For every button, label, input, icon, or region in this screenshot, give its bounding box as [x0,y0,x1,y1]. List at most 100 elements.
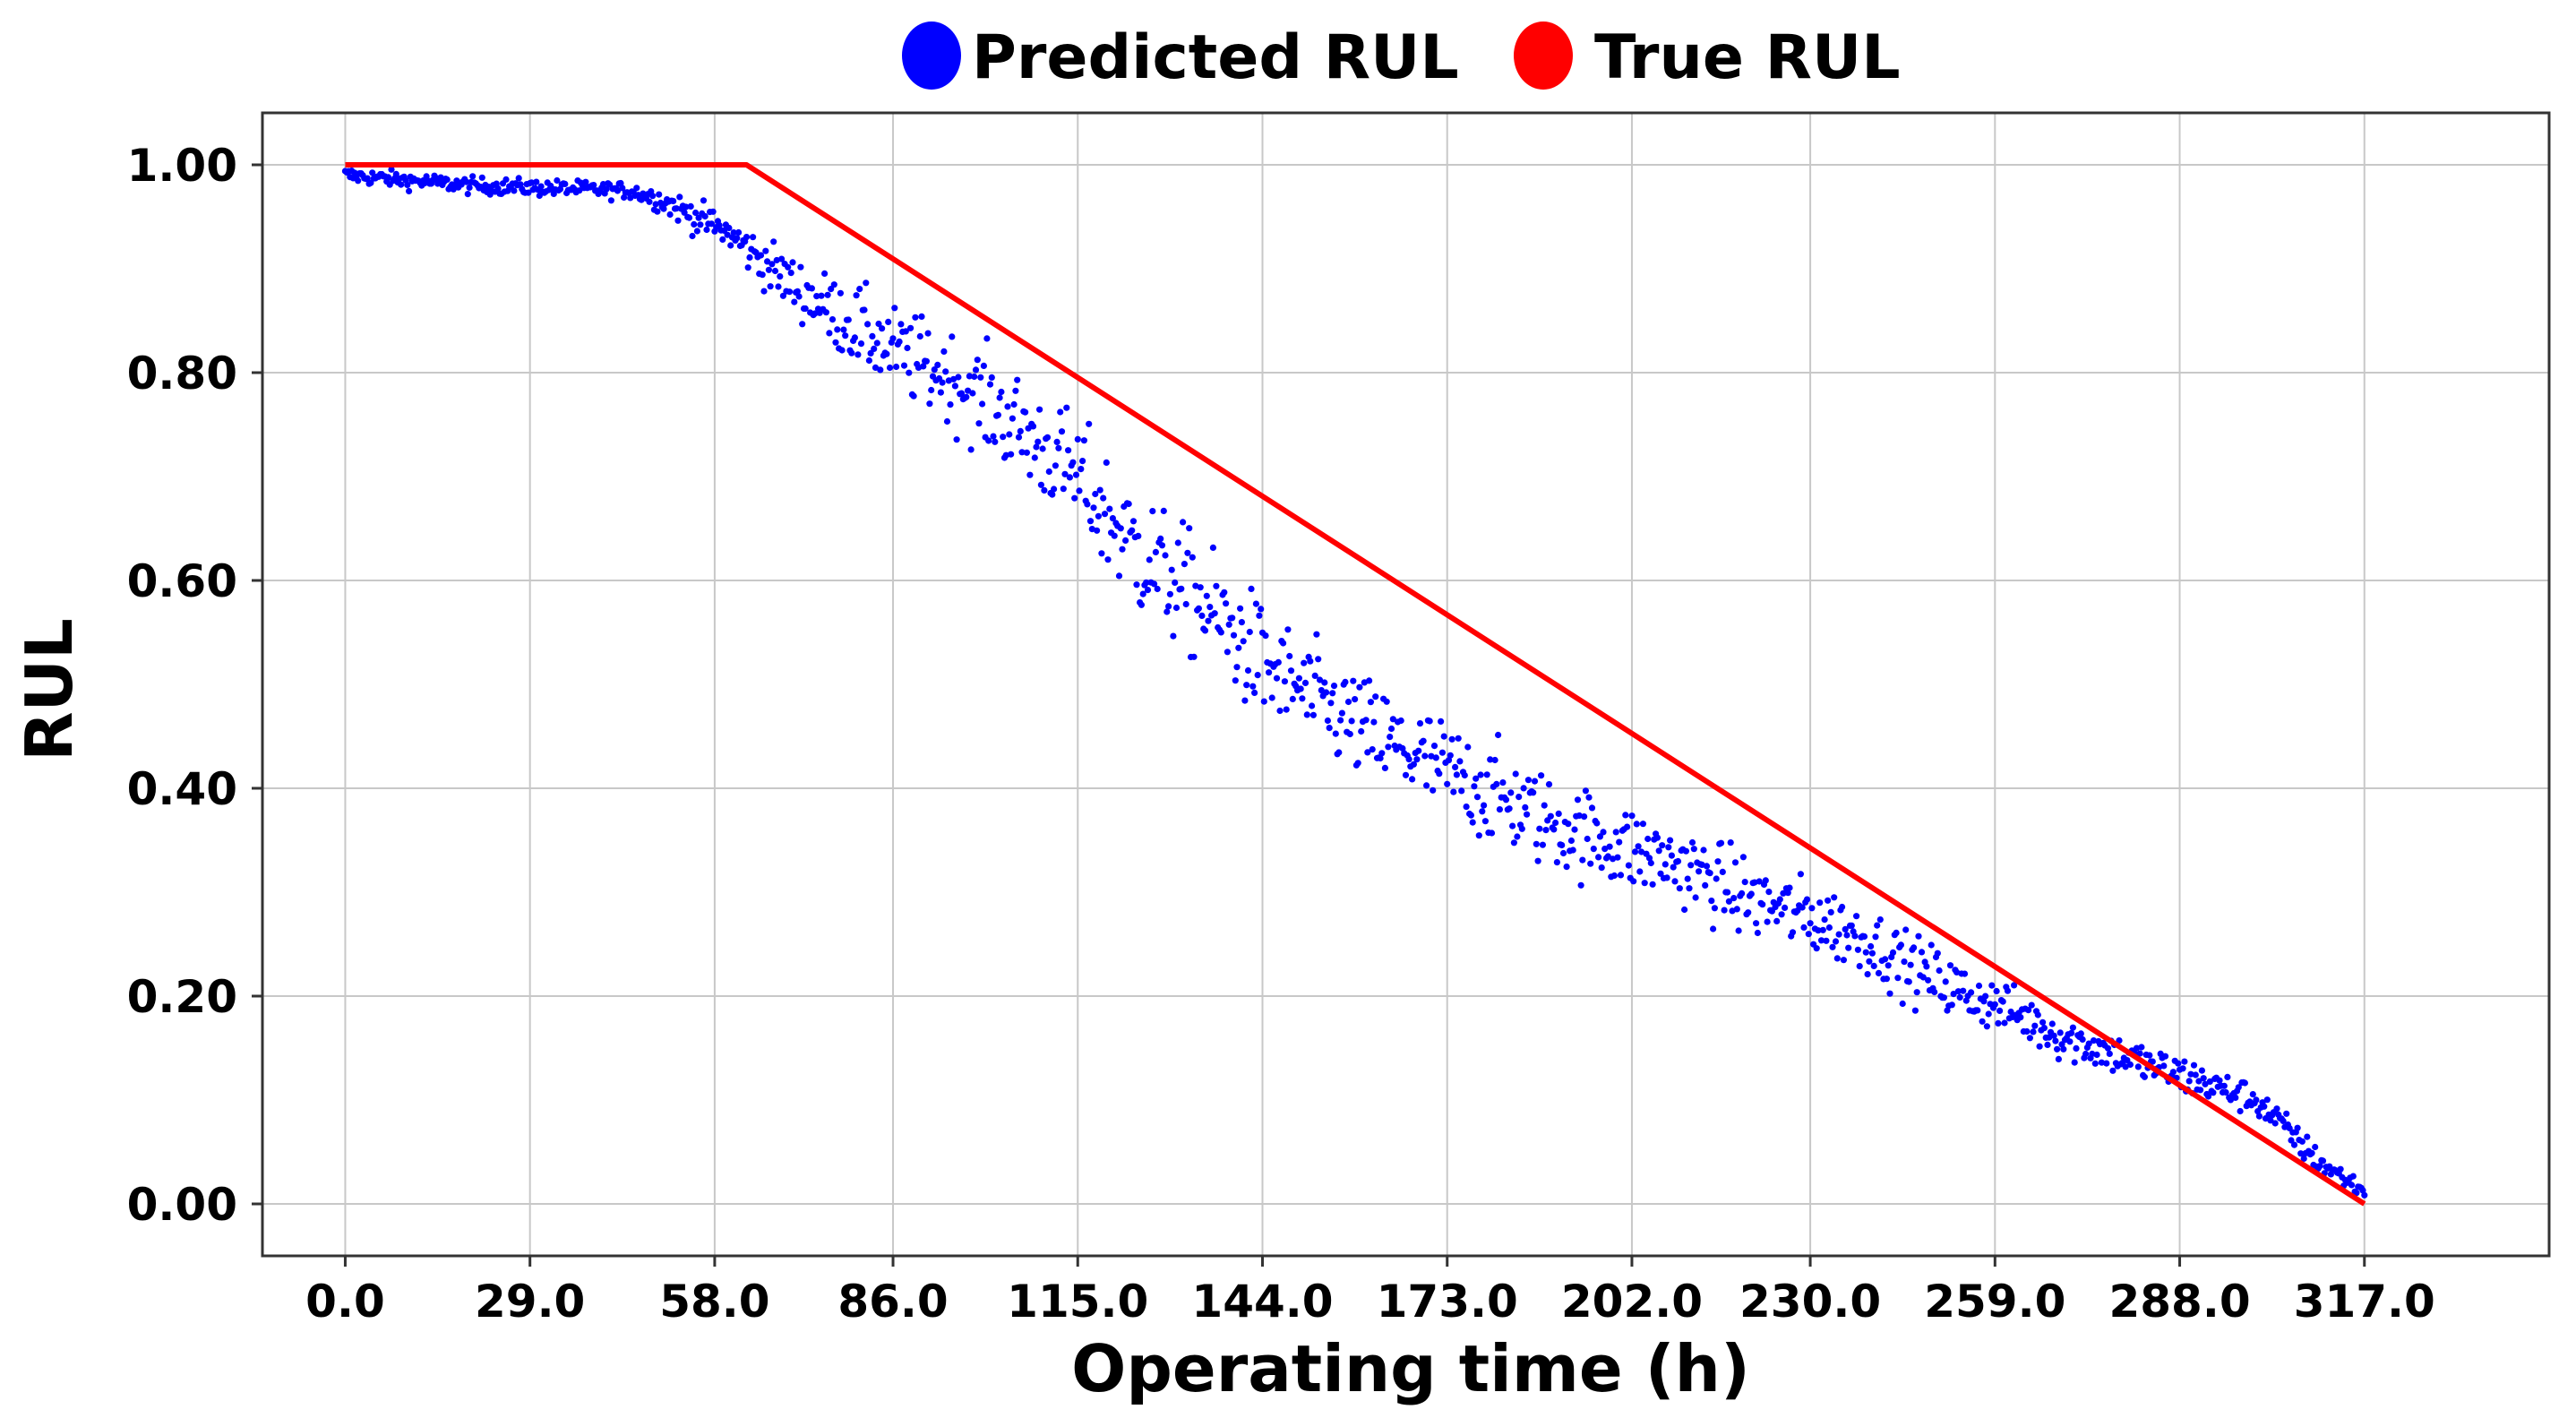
predicted-rul-point [1902,926,1910,933]
predicted-rul-point [1721,907,1728,914]
predicted-rul-point [910,392,917,400]
predicted-rul-point [2160,1062,2168,1070]
predicted-rul-point [1864,971,1871,978]
predicted-rul-point [1645,855,1653,862]
predicted-rul-point [1181,561,1188,568]
predicted-rul-point [1324,717,1331,725]
predicted-rul-point [1614,854,1621,861]
predicted-rul-point [759,271,766,279]
predicted-rul-point [2192,1071,2199,1079]
predicted-rul-point [750,234,757,241]
predicted-rul-point [1931,988,1938,996]
predicted-rul-point [1988,982,1996,989]
predicted-rul-point [1840,957,1847,964]
predicted-rul-point [787,270,794,277]
predicted-rul-point [760,288,768,295]
x-tick-label: 58.0 [659,1276,769,1328]
predicted-rul-point [2161,1053,2169,1060]
predicted-rul-point [1445,757,1453,764]
predicted-rul-point [660,205,667,212]
predicted-rul-point [691,220,698,228]
predicted-rul-point [1559,849,1567,857]
predicted-rul-point [1524,777,1532,784]
predicted-rul-point [1999,998,2006,1005]
predicted-rul-point [674,217,682,224]
predicted-rul-point [369,169,376,176]
predicted-rul-point [1815,927,1822,934]
predicted-rul-point [1448,735,1455,743]
predicted-rul-point [1860,932,1868,941]
predicted-rul-point [1764,918,1771,925]
predicted-rul-point [2104,1044,2112,1052]
predicted-rul-point [1158,542,1166,549]
predicted-rul-point [603,185,610,193]
predicted-rul-point [1825,924,1833,932]
predicted-rul-point [765,266,773,273]
predicted-rul-point [1299,695,1306,702]
predicted-rul-point [1103,459,1110,467]
predicted-rul-point [1364,749,1371,756]
predicted-rul-point [789,259,796,266]
predicted-rul-point [1848,922,1855,929]
predicted-rul-point [955,374,962,381]
predicted-rul-point [1356,683,1363,691]
predicted-rul-point [744,264,751,271]
predicted-rul-point [1262,632,1269,640]
predicted-rul-point [617,179,624,187]
predicted-rul-point [1821,916,1828,924]
predicted-rul-point [1674,857,1682,865]
predicted-rul-point [1205,617,1212,624]
predicted-rul-point [1174,539,1181,546]
predicted-rul-point [1934,950,1941,957]
predicted-rul-point [1550,826,1558,833]
predicted-rul-point [1829,943,1836,950]
predicted-rul-point [2255,1113,2263,1120]
predicted-rul-point [1854,946,1861,953]
predicted-rul-point [2017,1014,2024,1021]
predicted-rul-point [1590,846,1597,853]
predicted-rul-point [799,321,806,328]
predicted-rul-point [1009,415,1016,422]
predicted-rul-point [1782,904,1789,912]
predicted-rul-point [2319,1157,2327,1164]
predicted-rul-point [1246,628,1253,636]
predicted-rul-point [1868,950,1876,957]
predicted-rul-point [1488,829,1496,837]
predicted-rul-point [1905,978,1912,985]
predicted-rul-point [865,357,873,365]
predicted-rul-point [469,173,477,180]
predicted-rul-point [1706,870,1713,877]
predicted-rul-point [1332,730,1339,737]
predicted-rul-point [1186,525,1193,532]
x-tick-label: 202.0 [1561,1276,1703,1328]
predicted-rul-point [1115,572,1123,580]
predicted-rul-point [1180,519,1187,526]
predicted-rul-point [2044,1041,2051,1048]
predicted-rul-point [1940,994,1947,1001]
x-tick-label: 115.0 [1007,1276,1148,1328]
predicted-rul-point [2288,1137,2295,1144]
predicted-rul-point [1072,471,1080,478]
predicted-rul-point [652,201,659,208]
predicted-rul-point [1831,894,1838,901]
predicted-rul-point [2353,1190,2360,1197]
predicted-rul-point [931,366,938,374]
predicted-rul-point [1238,619,1245,626]
predicted-rul-point [1138,601,1145,608]
x-tick-label: 86.0 [837,1276,948,1328]
predicted-rul-point [2206,1078,2213,1085]
predicted-rul-point [967,446,975,453]
predicted-rul-point [1241,697,1249,704]
predicted-rul-point [1502,796,1510,804]
predicted-rul-point [1033,443,1040,451]
predicted-rul-point [1552,819,1559,827]
predicted-rul-point [2185,1078,2193,1085]
predicted-rul-point [1244,666,1252,675]
predicted-rul-point [1410,761,1417,768]
predicted-rul-point [1100,494,1107,502]
predicted-rul-point [1080,437,1087,444]
predicted-rul-point [900,362,908,369]
predicted-rul-point [1595,854,1602,861]
predicted-rul-point [2198,1067,2205,1074]
